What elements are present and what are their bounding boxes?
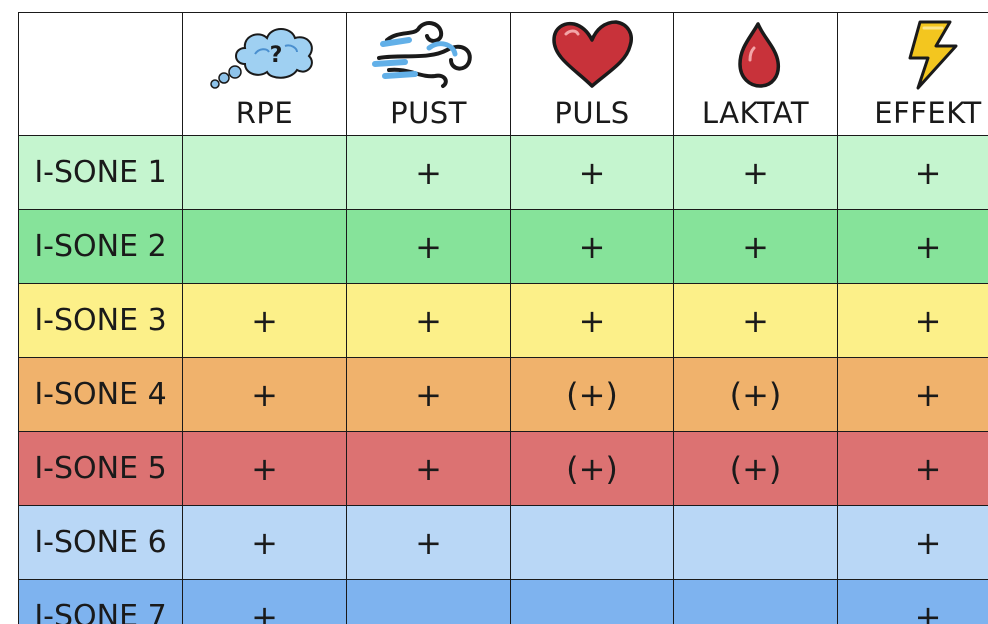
cell-puls: + <box>510 283 674 358</box>
cell-rpe: + <box>182 357 347 432</box>
zone-row-3: I-SONE 3 + + + + + <box>18 283 988 358</box>
zone-label: I-SONE 5 <box>18 431 183 506</box>
cell-effekt: + <box>837 505 988 580</box>
cell-laktat: (+) <box>673 431 838 506</box>
column-label: PULS <box>554 96 630 130</box>
cell-puls: (+) <box>510 431 674 506</box>
cell-laktat <box>673 505 838 580</box>
cell-rpe <box>182 135 347 210</box>
cell-laktat: + <box>673 209 838 284</box>
cell-puls: (+) <box>510 357 674 432</box>
zone-label: I-SONE 3 <box>18 283 183 358</box>
zone-label: I-SONE 7 <box>18 579 183 624</box>
cell-pust: + <box>346 283 511 358</box>
column-header-laktat: LAKTAT <box>673 12 838 136</box>
cell-rpe: + <box>182 431 347 506</box>
column-label: RPE <box>235 96 294 130</box>
zone-row-2: I-SONE 2 + + + + <box>18 209 988 284</box>
zone-row-5: I-SONE 5 + + (+) (+) + <box>18 431 988 506</box>
zone-rows: I-SONE 1 + + + + I-SONE 2 + + + + I-SONE… <box>18 135 988 624</box>
cell-rpe: + <box>182 283 347 358</box>
svg-text:?: ? <box>269 43 282 68</box>
cell-effekt: + <box>837 135 988 210</box>
zone-row-6: I-SONE 6 + + + <box>18 505 988 580</box>
thought-cloud-question-icon: ? <box>183 18 346 90</box>
column-label: PUST <box>390 96 467 130</box>
lightning-bolt-icon <box>838 18 988 90</box>
cell-puls <box>510 505 674 580</box>
cell-effekt: + <box>837 431 988 506</box>
column-label: EFFEKT <box>874 96 982 130</box>
cell-pust: + <box>346 431 511 506</box>
zone-label: I-SONE 4 <box>18 357 183 432</box>
corner-cell <box>18 12 183 136</box>
blood-drop-icon <box>674 18 837 90</box>
cell-pust: + <box>346 135 511 210</box>
cell-pust: + <box>346 357 511 432</box>
column-header-pust: PUST <box>346 12 511 136</box>
zone-label: I-SONE 6 <box>18 505 183 580</box>
cell-rpe: + <box>182 579 347 624</box>
cell-effekt: + <box>837 209 988 284</box>
column-header-rpe: ? RPE <box>182 12 347 136</box>
cell-effekt: + <box>837 579 988 624</box>
zone-label: I-SONE 1 <box>18 135 183 210</box>
cell-pust: + <box>346 209 511 284</box>
cell-effekt: + <box>837 283 988 358</box>
zone-row-4: I-SONE 4 + + (+) (+) + <box>18 357 988 432</box>
zone-label: I-SONE 2 <box>18 209 183 284</box>
column-header-effekt: EFFEKT <box>837 12 988 136</box>
cell-pust: + <box>346 505 511 580</box>
cell-laktat <box>673 579 838 624</box>
cell-laktat: + <box>673 135 838 210</box>
cell-puls: + <box>510 209 674 284</box>
cell-puls: + <box>510 135 674 210</box>
zone-row-1: I-SONE 1 + + + + <box>18 135 988 210</box>
cell-effekt: + <box>837 357 988 432</box>
cell-rpe: + <box>182 505 347 580</box>
cell-rpe <box>182 209 347 284</box>
cell-puls <box>510 579 674 624</box>
column-label: LAKTAT <box>701 96 810 130</box>
cell-pust <box>346 579 511 624</box>
header-row: ? RPE PUST <box>18 12 988 136</box>
heart-icon <box>511 18 673 90</box>
intensity-zone-table: ? RPE PUST <box>18 12 988 624</box>
wind-swirl-icon <box>347 18 510 90</box>
column-header-puls: PULS <box>510 12 674 136</box>
cell-laktat: + <box>673 283 838 358</box>
zone-row-7: I-SONE 7 + + <box>18 579 988 624</box>
cell-laktat: (+) <box>673 357 838 432</box>
